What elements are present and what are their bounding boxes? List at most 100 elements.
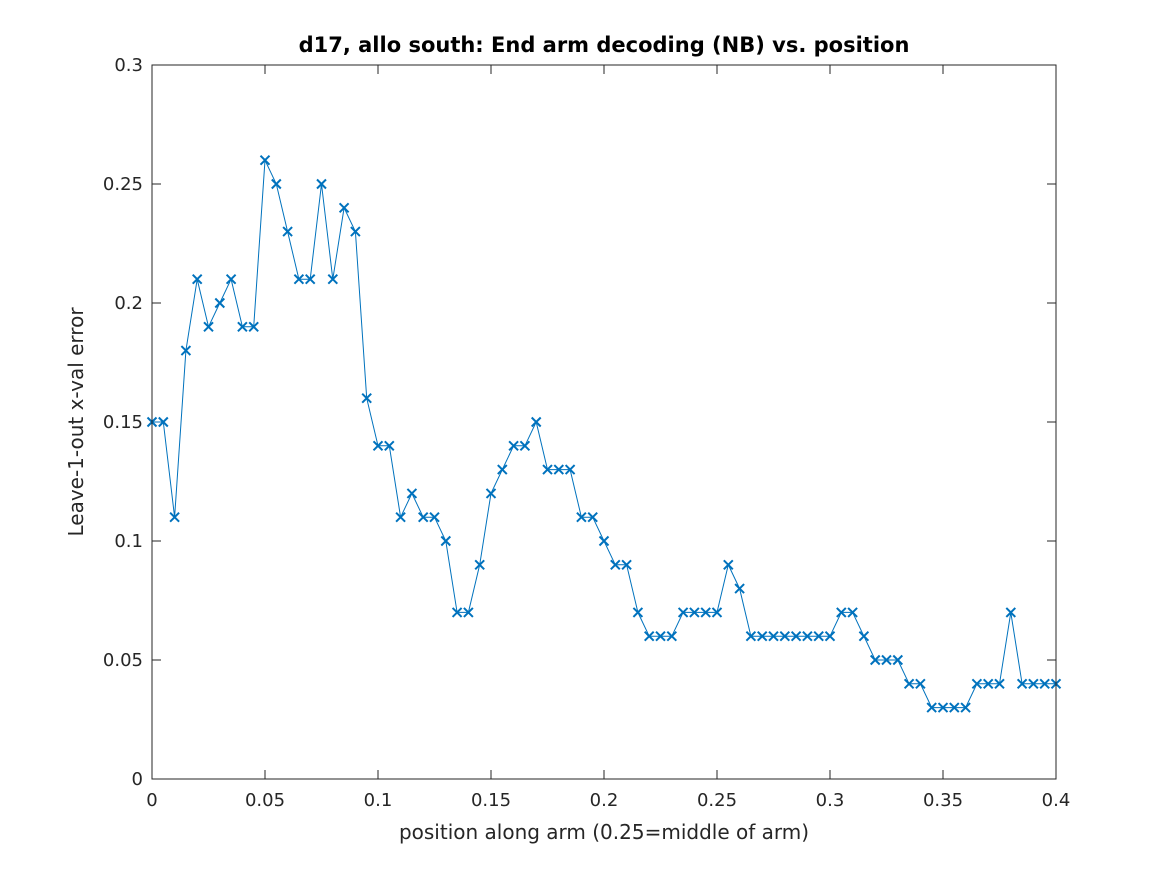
data-point bbox=[1005, 607, 1017, 618]
x-marker bbox=[203, 321, 214, 333]
x-axis-label: position along arm (0.25=middle of arm) bbox=[399, 820, 809, 844]
x-tick-label: 0.35 bbox=[923, 790, 963, 811]
data-point bbox=[971, 678, 983, 690]
data-point bbox=[158, 416, 169, 428]
data-point bbox=[519, 440, 531, 452]
data-point bbox=[869, 654, 881, 666]
x-marker bbox=[802, 630, 813, 642]
data-point bbox=[530, 416, 542, 428]
x-marker bbox=[361, 392, 372, 404]
x-tick-label: 0.2 bbox=[590, 790, 619, 811]
x-marker bbox=[858, 630, 870, 642]
y-tick-label: 0.15 bbox=[103, 412, 143, 433]
x-marker bbox=[779, 630, 791, 642]
x-marker bbox=[237, 321, 248, 333]
x-marker bbox=[1005, 607, 1017, 618]
x-marker bbox=[700, 607, 711, 618]
data-point bbox=[745, 630, 757, 642]
x-marker bbox=[587, 511, 598, 523]
x-marker bbox=[982, 678, 994, 690]
data-point bbox=[214, 297, 226, 309]
x-marker bbox=[508, 440, 519, 452]
data-point bbox=[711, 607, 723, 618]
y-tick-label: 0.1 bbox=[114, 531, 143, 552]
x-marker bbox=[824, 630, 836, 642]
x-marker bbox=[892, 654, 904, 666]
data-point bbox=[169, 511, 180, 523]
x-marker bbox=[497, 464, 508, 475]
data-point bbox=[802, 630, 813, 642]
x-marker bbox=[180, 345, 192, 356]
data-point bbox=[610, 559, 621, 571]
data-point bbox=[700, 607, 711, 618]
x-marker bbox=[372, 440, 384, 452]
data-point bbox=[406, 488, 418, 499]
y-tick-label: 0.05 bbox=[103, 650, 143, 671]
data-point bbox=[429, 511, 440, 523]
y-axis-label: Leave-1-out x-val error bbox=[64, 307, 88, 537]
data-point bbox=[271, 178, 282, 190]
data-point bbox=[361, 392, 372, 404]
y-tick-label: 0 bbox=[132, 769, 143, 790]
data-point bbox=[858, 630, 870, 642]
data-point bbox=[836, 607, 847, 618]
data-point bbox=[237, 321, 248, 333]
x-marker bbox=[869, 654, 881, 666]
y-tick-label: 0.25 bbox=[103, 174, 143, 195]
x-marker bbox=[734, 583, 745, 594]
y-tick-label: 0.2 bbox=[114, 293, 143, 314]
data-point bbox=[949, 702, 960, 713]
data-point bbox=[937, 702, 949, 713]
data-point bbox=[304, 273, 316, 285]
data-point bbox=[1028, 678, 1039, 690]
x-marker bbox=[384, 440, 395, 452]
x-marker bbox=[937, 702, 949, 713]
x-tick-label: 0 bbox=[146, 790, 157, 811]
x-marker bbox=[338, 202, 350, 214]
data-point bbox=[293, 273, 305, 285]
data-point bbox=[824, 630, 836, 642]
data-point bbox=[350, 226, 361, 237]
x-marker bbox=[542, 464, 553, 475]
data-point bbox=[463, 607, 474, 618]
x-marker bbox=[926, 702, 937, 713]
x-marker bbox=[327, 273, 339, 285]
x-marker bbox=[350, 226, 361, 237]
x-marker bbox=[519, 440, 531, 452]
data-point bbox=[689, 607, 700, 618]
x-marker bbox=[643, 630, 655, 642]
data-point bbox=[903, 678, 915, 690]
x-marker bbox=[564, 464, 576, 475]
x-tick-label: 0.1 bbox=[364, 790, 393, 811]
data-point bbox=[598, 535, 610, 547]
x-tick-label: 0.4 bbox=[1042, 790, 1071, 811]
data-point bbox=[225, 273, 237, 285]
x-marker bbox=[191, 273, 203, 285]
data-point bbox=[259, 154, 271, 166]
x-marker bbox=[881, 654, 892, 666]
x-marker bbox=[790, 630, 802, 642]
data-point bbox=[384, 440, 395, 452]
x-marker bbox=[485, 488, 497, 499]
data-point bbox=[723, 559, 734, 571]
x-marker bbox=[621, 559, 632, 571]
x-marker bbox=[530, 416, 542, 428]
x-marker bbox=[440, 535, 452, 547]
x-marker bbox=[666, 630, 678, 642]
data-point bbox=[282, 226, 293, 237]
x-marker bbox=[768, 630, 779, 642]
data-point bbox=[734, 583, 745, 594]
data-point bbox=[474, 559, 485, 571]
x-marker bbox=[632, 607, 644, 618]
data-point bbox=[768, 630, 779, 642]
data-point bbox=[813, 630, 824, 642]
x-marker bbox=[960, 702, 971, 713]
data-point bbox=[982, 678, 994, 690]
data-point bbox=[847, 607, 858, 618]
data-point bbox=[892, 654, 904, 666]
x-marker bbox=[259, 154, 271, 166]
x-marker bbox=[429, 511, 440, 523]
x-marker bbox=[553, 464, 565, 475]
x-marker bbox=[745, 630, 757, 642]
x-ticks: 0 0.05 0.1 0.15 0.2 0.25 0.3 0.35 0.4 bbox=[146, 65, 1070, 811]
